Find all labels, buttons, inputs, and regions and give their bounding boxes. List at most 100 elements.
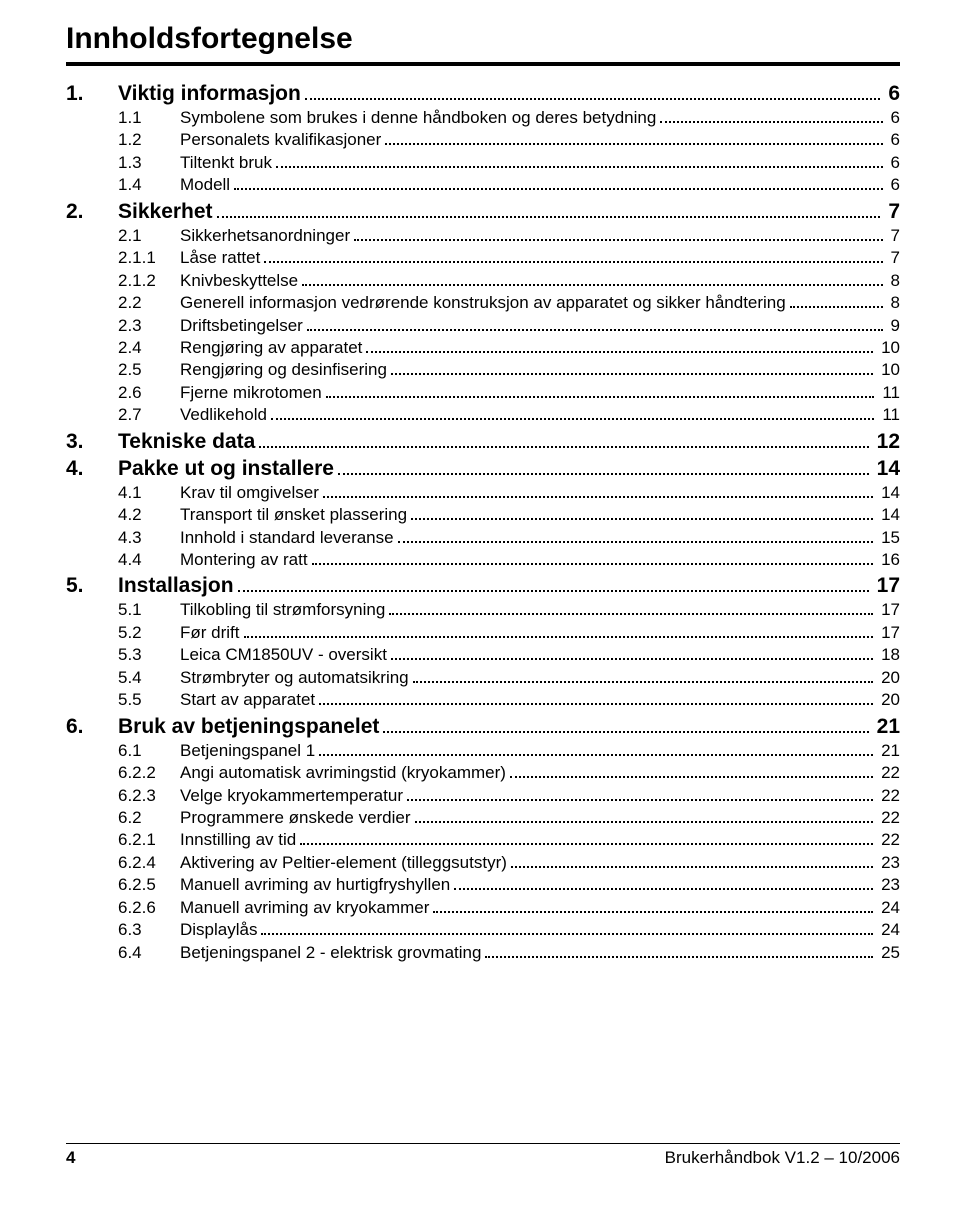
toc-item-number: 1.4 bbox=[118, 174, 180, 196]
toc-leader bbox=[413, 681, 873, 683]
toc-section-label-wrap: Tekniske data bbox=[118, 430, 873, 454]
toc-item-number: 2.2 bbox=[118, 292, 180, 314]
toc-leader bbox=[271, 418, 874, 420]
toc-item: 5.1Tilkobling til strømforsyning17 bbox=[66, 599, 900, 621]
toc-item-label-wrap: Leica CM1850UV - oversikt bbox=[180, 644, 877, 666]
toc-item-number: 2.1.2 bbox=[118, 270, 180, 292]
toc-item: 6.2.5Manuell avriming av hurtigfryshylle… bbox=[66, 874, 900, 896]
toc-item-label-wrap: Tiltenkt bruk bbox=[180, 152, 887, 174]
toc-leader bbox=[366, 351, 873, 353]
toc-item-page: 14 bbox=[877, 504, 900, 526]
toc-item-page: 8 bbox=[887, 292, 900, 314]
toc-section-page: 12 bbox=[873, 430, 900, 454]
toc-item-label-wrap: Vedlikehold bbox=[180, 404, 878, 426]
toc-item-page: 6 bbox=[887, 107, 900, 129]
toc-item: 2.4Rengjøring av apparatet10 bbox=[66, 337, 900, 359]
toc-item-label: Innstilling av tid bbox=[180, 829, 296, 851]
toc-item-page: 7 bbox=[887, 247, 900, 269]
footer-text: Brukerhåndbok V1.2 – 10/2006 bbox=[665, 1148, 900, 1168]
toc-item: 6.2.2Angi automatisk avrimingstid (kryok… bbox=[66, 762, 900, 784]
toc-item-label-wrap: Generell informasjon vedrørende konstruk… bbox=[180, 292, 887, 314]
toc-leader bbox=[217, 216, 881, 218]
toc-item-number: 6.2.2 bbox=[118, 762, 180, 784]
toc-item-label: Transport til ønsket plassering bbox=[180, 504, 407, 526]
toc-item-page: 11 bbox=[878, 404, 900, 426]
toc-item: 2.1.2Knivbeskyttelse8 bbox=[66, 270, 900, 292]
toc-section-label-wrap: Pakke ut og installere bbox=[118, 457, 873, 481]
toc-item: 4.4Montering av ratt16 bbox=[66, 549, 900, 571]
toc-item-label-wrap: Aktivering av Peltier-element (tilleggsu… bbox=[180, 852, 877, 874]
toc-section: 5.Installasjon17 bbox=[66, 574, 900, 598]
toc-item: 5.5Start av apparatet20 bbox=[66, 689, 900, 711]
toc-leader bbox=[389, 613, 873, 615]
toc-item-label: Programmere ønskede verdier bbox=[180, 807, 411, 829]
toc-item-page: 18 bbox=[877, 644, 900, 666]
toc-item-label-wrap: Før drift bbox=[180, 622, 877, 644]
toc-item-number: 6.4 bbox=[118, 942, 180, 964]
toc-leader bbox=[510, 776, 873, 778]
toc-item-label: Vedlikehold bbox=[180, 404, 267, 426]
toc-item-number: 4.3 bbox=[118, 527, 180, 549]
toc-item-number: 6.2.1 bbox=[118, 829, 180, 851]
toc-section-label: Sikkerhet bbox=[118, 200, 213, 224]
toc-item-page: 22 bbox=[877, 762, 900, 784]
toc-item-page: 6 bbox=[887, 129, 900, 151]
toc-item-label: Rengjøring av apparatet bbox=[180, 337, 362, 359]
toc-item-number: 5.1 bbox=[118, 599, 180, 621]
toc-item-page: 10 bbox=[877, 337, 900, 359]
toc-item-number: 5.3 bbox=[118, 644, 180, 666]
toc-item: 4.3Innhold i standard leveranse15 bbox=[66, 527, 900, 549]
toc-item-label: Betjeningspanel 2 - elektrisk grovmating bbox=[180, 942, 481, 964]
toc-item-label-wrap: Personalets kvalifikasjoner bbox=[180, 129, 887, 151]
toc-leader bbox=[312, 563, 874, 565]
toc-leader bbox=[302, 284, 882, 286]
toc-item-label-wrap: Modell bbox=[180, 174, 887, 196]
toc-item-label: Displaylås bbox=[180, 919, 257, 941]
toc-item-label: Velge kryokammertemperatur bbox=[180, 785, 403, 807]
toc-item-page: 20 bbox=[877, 689, 900, 711]
toc-item-number: 5.4 bbox=[118, 667, 180, 689]
toc-leader bbox=[383, 731, 868, 733]
toc-item: 2.5Rengjøring og desinfisering10 bbox=[66, 359, 900, 381]
toc-item: 6.4Betjeningspanel 2 - elektrisk grovmat… bbox=[66, 942, 900, 964]
toc-item-page: 25 bbox=[877, 942, 900, 964]
toc-item-label: Start av apparatet bbox=[180, 689, 315, 711]
toc-item-page: 20 bbox=[877, 667, 900, 689]
toc-item-label-wrap: Symbolene som brukes i denne håndboken o… bbox=[180, 107, 887, 129]
toc-item: 5.4Strømbryter og automatsikring20 bbox=[66, 667, 900, 689]
toc-item-page: 15 bbox=[877, 527, 900, 549]
toc-section-page: 21 bbox=[873, 715, 900, 739]
toc-item-label: Knivbeskyttelse bbox=[180, 270, 298, 292]
toc-item-page: 23 bbox=[877, 852, 900, 874]
toc-item-page: 22 bbox=[877, 785, 900, 807]
toc-section-label-wrap: Viktig informasjon bbox=[118, 82, 884, 106]
toc-item-label-wrap: Velge kryokammertemperatur bbox=[180, 785, 877, 807]
toc-item: 1.2Personalets kvalifikasjoner6 bbox=[66, 129, 900, 151]
toc-leader bbox=[415, 821, 874, 823]
toc-leader bbox=[454, 888, 873, 890]
toc-item-label-wrap: Sikkerhetsanordninger bbox=[180, 225, 887, 247]
toc-item-label-wrap: Betjeningspanel 2 - elektrisk grovmating bbox=[180, 942, 877, 964]
toc-item-number: 2.1.1 bbox=[118, 247, 180, 269]
toc-leader bbox=[323, 496, 873, 498]
toc-item: 6.3Displaylås24 bbox=[66, 919, 900, 941]
toc-section-label: Tekniske data bbox=[118, 430, 255, 454]
toc-item: 5.3Leica CM1850UV - oversikt18 bbox=[66, 644, 900, 666]
toc-item-page: 24 bbox=[877, 897, 900, 919]
toc-item-label-wrap: Programmere ønskede verdier bbox=[180, 807, 877, 829]
toc-leader bbox=[391, 658, 873, 660]
toc-item-number: 6.2.6 bbox=[118, 897, 180, 919]
toc-item-label: Montering av ratt bbox=[180, 549, 308, 571]
toc-section-label: Viktig informasjon bbox=[118, 82, 301, 106]
toc-item-label-wrap: Driftsbetingelser bbox=[180, 315, 887, 337]
toc-leader bbox=[407, 799, 873, 801]
toc-leader bbox=[244, 636, 874, 638]
toc-leader bbox=[411, 518, 873, 520]
toc-leader bbox=[338, 473, 869, 475]
toc-item-label: Personalets kvalifikasjoner bbox=[180, 129, 381, 151]
toc-item: 2.2Generell informasjon vedrørende konst… bbox=[66, 292, 900, 314]
toc-section: 4.Pakke ut og installere14 bbox=[66, 457, 900, 481]
toc-item: 1.4Modell6 bbox=[66, 174, 900, 196]
toc-item-number: 1.3 bbox=[118, 152, 180, 174]
toc-leader bbox=[259, 446, 868, 448]
